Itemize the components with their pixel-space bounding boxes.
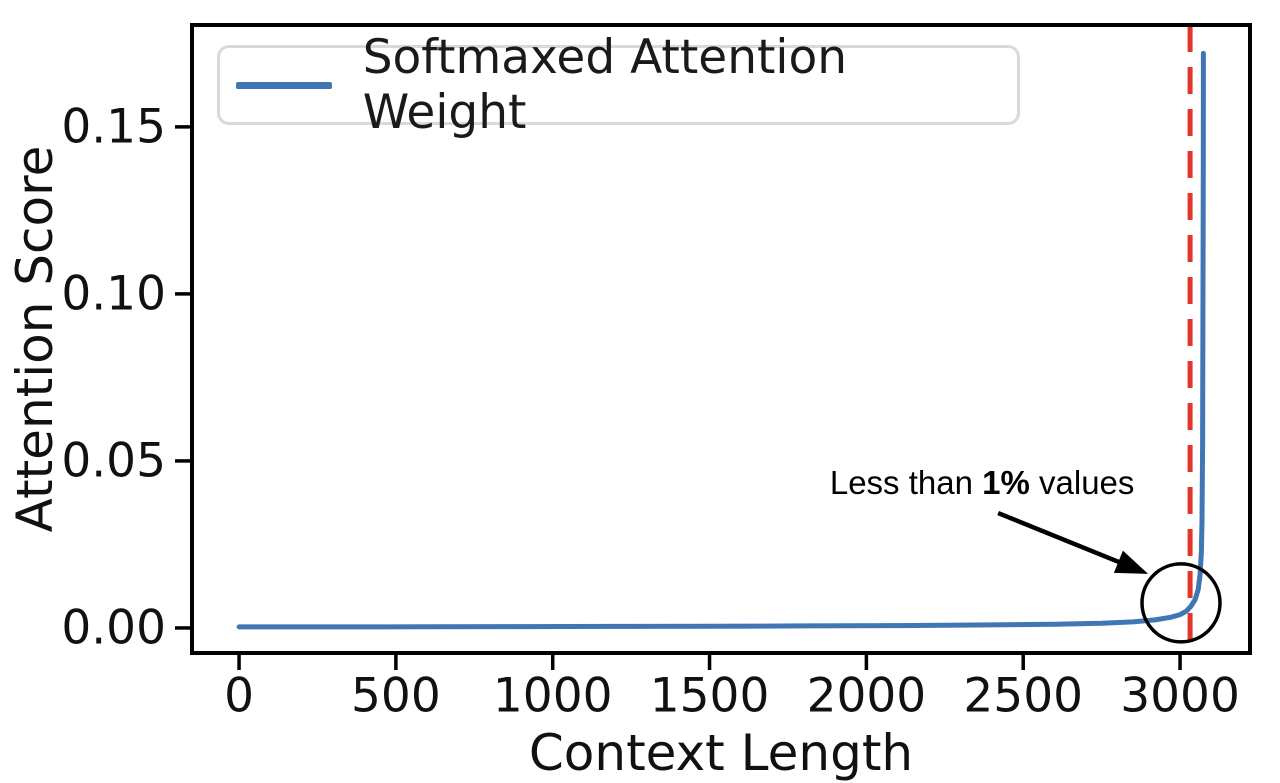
y-tick-label: 0.00 <box>61 600 166 655</box>
x-axis-label: Context Length <box>528 724 914 782</box>
y-tick-label: 0.15 <box>61 99 166 154</box>
x-tick-label: 2000 <box>807 668 927 723</box>
annotation-text-suffix: values <box>1029 463 1135 501</box>
legend-label: Softmaxed Attention Weight <box>362 30 848 140</box>
x-tick-label: 3000 <box>1120 668 1240 723</box>
y-axis-label: Attention Score <box>6 145 64 533</box>
annotation-arrowhead-icon <box>1113 550 1149 574</box>
legend-line-sample-icon <box>236 81 332 89</box>
x-tick-label: 1000 <box>493 668 613 723</box>
y-tick-label: 0.10 <box>61 266 166 321</box>
attention-weight-curve <box>236 50 1206 630</box>
annotation-arrow-shaft <box>997 510 1129 568</box>
legend: Softmaxed Attention Weight <box>217 30 1020 140</box>
highlight-circle <box>1140 562 1222 644</box>
x-tick-label: 1500 <box>650 668 770 723</box>
axes-border <box>190 23 1252 655</box>
annotation-text-prefix: Less than <box>829 463 983 501</box>
annotation-text-bold: 1% <box>982 463 1030 501</box>
y-tick-label: 0.05 <box>61 433 166 488</box>
x-tick-label: 500 <box>351 668 441 723</box>
x-tick-label: 2500 <box>963 668 1083 723</box>
x-tick-label: 0 <box>224 668 254 723</box>
annotation-text: Less than 1% values <box>830 464 1135 502</box>
